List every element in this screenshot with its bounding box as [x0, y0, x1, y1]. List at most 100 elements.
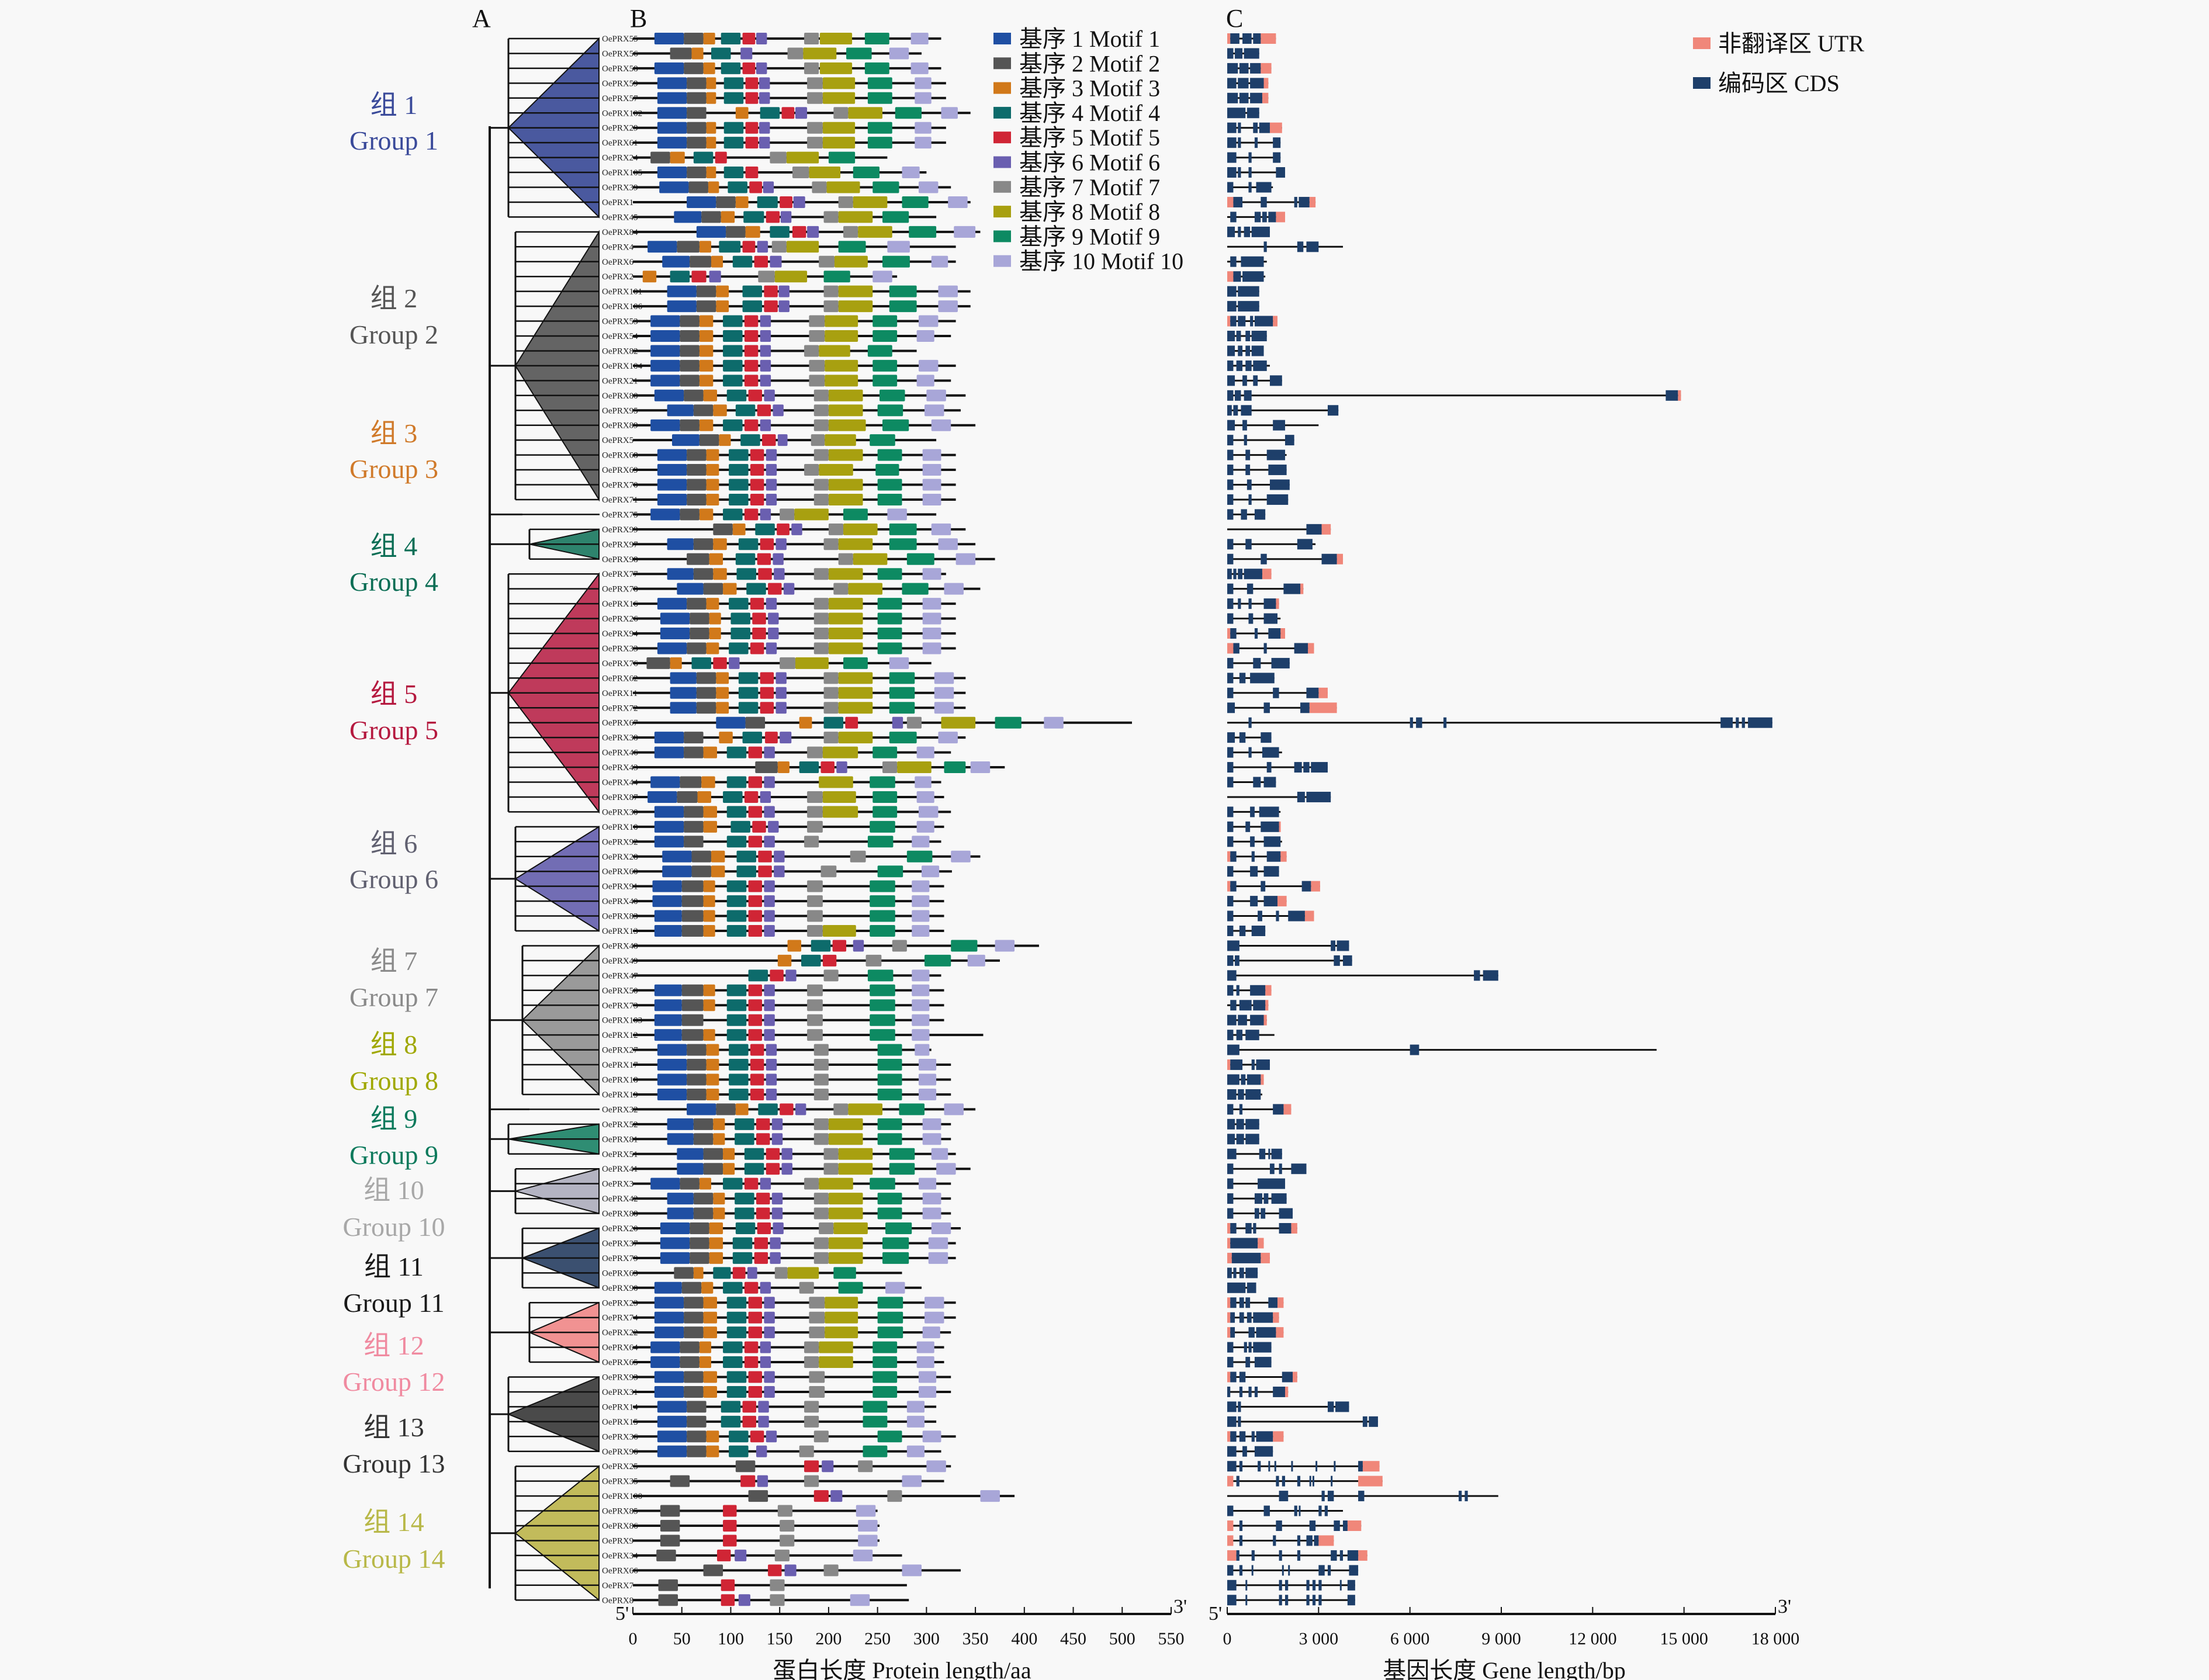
motif-5-box: [742, 241, 756, 253]
motif-10-box: [918, 1385, 937, 1398]
motif-5-box: [740, 1475, 756, 1487]
gene-label: OePRX102: [602, 109, 642, 118]
motif-3-box: [706, 642, 719, 654]
group-label-cn: 组 8: [371, 1030, 418, 1059]
motif-6-box: [759, 137, 770, 149]
utr-box: [1227, 628, 1231, 639]
motif-4-box: [735, 1207, 754, 1220]
motif-7-box: [823, 1148, 839, 1160]
motif-1-box: [657, 1401, 687, 1413]
motif-3-box: [699, 345, 714, 357]
motif-5-box: [723, 1505, 737, 1517]
motif-row: [633, 1044, 932, 1056]
motif-row: [633, 330, 951, 342]
motif-9-box: [877, 404, 903, 417]
motif-5-box: [748, 1371, 763, 1383]
gene-label: OePRX80: [602, 392, 638, 401]
group-label-en: Group 9: [349, 1140, 438, 1170]
motif-5-box: [750, 449, 764, 461]
motif-6-box: [771, 1118, 783, 1130]
motif-7-box: [809, 315, 825, 327]
motif-6-box: [764, 1029, 775, 1041]
motif-4-box: [730, 628, 750, 639]
cds-box: [1248, 167, 1252, 178]
motif-4-box: [736, 850, 756, 862]
cds-box: [1666, 390, 1678, 401]
motif-4-box: [729, 1073, 749, 1086]
cds-box: [1253, 375, 1258, 386]
motif-5-box: [845, 716, 858, 729]
motif-9-box: [889, 687, 915, 699]
cds-box: [1266, 851, 1281, 862]
cds-box: [1268, 1148, 1270, 1159]
cds-box: [1239, 1312, 1244, 1323]
motif-9-box: [853, 167, 880, 179]
motif-7-box: [823, 285, 839, 297]
motif-row: [633, 1475, 944, 1487]
motif-4-box: [735, 1133, 754, 1145]
motif-row: [633, 1520, 880, 1532]
cds-box: [1236, 985, 1239, 996]
motif-2-box: [681, 925, 704, 937]
motif-1-box: [657, 1059, 687, 1071]
cds-box: [1230, 1297, 1237, 1308]
motif-3-box: [701, 776, 715, 788]
motif-5-box: [745, 137, 759, 149]
cds-box: [1227, 896, 1234, 907]
gene-label: OePRX15: [602, 1418, 638, 1427]
cds-box: [1253, 1312, 1273, 1323]
gene-structure-row: [1227, 553, 1344, 564]
motif-10-box: [922, 1118, 941, 1130]
motif-2-box: [690, 1237, 709, 1249]
motif-row: [633, 820, 944, 833]
cds-box: [1227, 1193, 1234, 1204]
motif-4-box: [721, 1415, 741, 1428]
group-label-cn: 组 12: [363, 1331, 424, 1360]
motif-7-box: [833, 107, 849, 119]
utr-box: [1311, 881, 1320, 892]
gene-structure-row: [1227, 316, 1277, 327]
cds-box: [1288, 910, 1305, 922]
cds-box: [1337, 940, 1349, 951]
cds-box: [1279, 1163, 1282, 1175]
cds-box: [1242, 1446, 1247, 1457]
motif-6-box: [764, 1014, 775, 1026]
motif-3-box: [699, 375, 714, 387]
gene-label: OePRX34: [602, 1551, 638, 1561]
motif-6-box: [795, 1103, 806, 1116]
motif-2-box: [684, 1297, 704, 1309]
motif-7-box: [807, 820, 823, 833]
motif-9-box: [870, 984, 895, 996]
motif-10-box: [910, 33, 929, 44]
motif-5-box: [748, 806, 763, 818]
cds-box: [1250, 78, 1264, 89]
cds-box: [1263, 702, 1270, 713]
motif-6-box: [777, 434, 788, 446]
gene-structure-row: [1227, 702, 1337, 713]
motif-4-box: [726, 1385, 747, 1398]
motif-7-box: [780, 1534, 795, 1547]
motif-1-box: [650, 776, 680, 788]
motif-1-box: [654, 1281, 682, 1294]
gene-label: OePRX68: [602, 451, 638, 460]
motif-7-box: [799, 1445, 814, 1457]
motif-8-box: [828, 598, 863, 610]
cds-box: [1369, 1416, 1378, 1427]
motif-7-box: [804, 62, 819, 74]
utr-box: [1227, 1238, 1231, 1249]
gene-label: OePRX4: [602, 243, 634, 252]
motif-4-box: [723, 167, 744, 179]
gene-structure-row: [1227, 1327, 1284, 1338]
gene-label: OePRX29: [602, 124, 638, 133]
motif-8-box: [822, 77, 856, 89]
motif-2-box: [726, 226, 746, 238]
motif-9-box: [909, 226, 937, 238]
motif-7-box: [807, 122, 823, 134]
cds-box: [1269, 375, 1282, 386]
cds-box: [1294, 762, 1302, 773]
cds-box: [1248, 1327, 1255, 1338]
gene-label: OePRX75: [602, 510, 638, 519]
cds-box: [1244, 435, 1247, 446]
motif-3-box: [719, 732, 733, 744]
motif-3-box: [706, 598, 719, 610]
